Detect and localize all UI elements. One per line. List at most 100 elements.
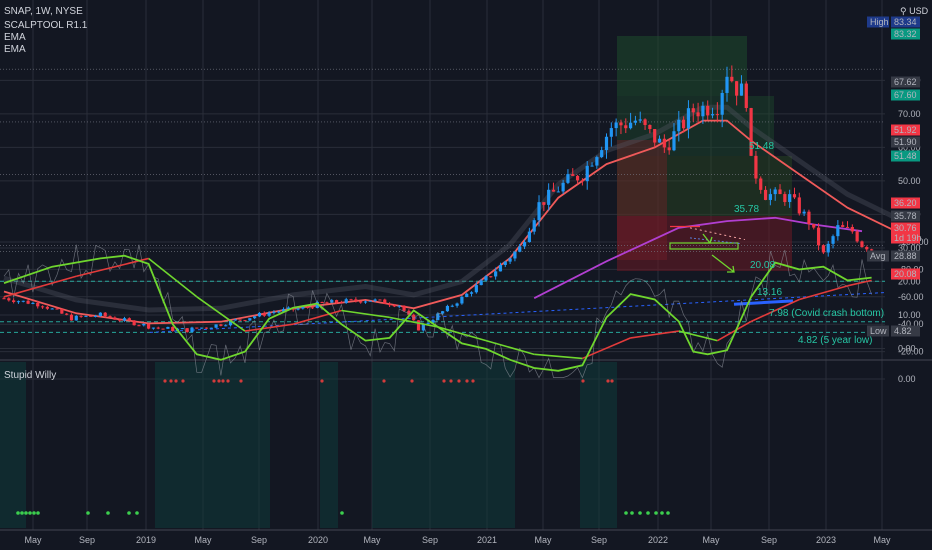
candle-body bbox=[26, 300, 30, 304]
price-badge-bg bbox=[891, 150, 920, 162]
candle-body bbox=[763, 189, 768, 200]
price-tick-label: 30.00 bbox=[898, 243, 921, 253]
price-badge-bg bbox=[891, 76, 920, 88]
osc-fast-line bbox=[3, 254, 872, 372]
candle-body bbox=[522, 242, 527, 247]
candle-body bbox=[65, 313, 69, 315]
candle-body bbox=[40, 306, 45, 308]
price-badge-bg bbox=[891, 210, 920, 222]
price-tick-label: 10.00 bbox=[898, 310, 921, 320]
candle-body bbox=[841, 225, 845, 227]
candle-body bbox=[870, 249, 874, 251]
time-tick-label: 2021 bbox=[477, 535, 497, 545]
price-badge-countdown: 1d 19h bbox=[894, 233, 922, 243]
candle-body bbox=[542, 202, 546, 205]
candle-body bbox=[142, 323, 146, 326]
annotation-label: 13.16 bbox=[757, 287, 782, 298]
legend-indicator-ema-1[interactable]: EMA bbox=[4, 32, 26, 43]
price-badge-value: 4.82 bbox=[894, 326, 912, 336]
time-axis: May Sep 2019 May Sep 2020 May Sep 2021 May Sep 2022… bbox=[24, 535, 891, 545]
candle-body bbox=[200, 327, 204, 329]
candle-body bbox=[219, 324, 223, 326]
legend-oscillator[interactable]: Stupid Willy bbox=[4, 370, 57, 381]
candle-body bbox=[566, 174, 570, 183]
candle-body bbox=[60, 309, 64, 314]
candle-body bbox=[831, 236, 835, 244]
candle-body bbox=[378, 299, 382, 301]
candle-body bbox=[643, 119, 647, 126]
osc-background-bands bbox=[0, 362, 617, 528]
candle-body bbox=[494, 271, 498, 277]
osc-slow-segment bbox=[678, 330, 718, 342]
candle-body bbox=[672, 131, 676, 151]
price-badge-bg bbox=[891, 124, 920, 136]
candle-body bbox=[416, 320, 421, 331]
osc-slow-segment bbox=[799, 285, 848, 301]
osc-overbought-dot bbox=[581, 379, 585, 383]
candle-body bbox=[518, 246, 522, 252]
candle-body bbox=[860, 241, 864, 247]
ema-fast-projection bbox=[689, 227, 746, 241]
osc-slow-segment bbox=[750, 298, 800, 323]
settings-icon[interactable]: ⚲ bbox=[900, 6, 907, 16]
candle-body bbox=[368, 300, 372, 302]
candle-body bbox=[657, 138, 662, 143]
candle-body bbox=[383, 299, 387, 304]
target-zone-3 bbox=[617, 156, 792, 216]
price-badge-bg bbox=[891, 89, 920, 101]
candle-body bbox=[296, 308, 300, 310]
candle-body bbox=[759, 178, 763, 190]
osc-band bbox=[580, 362, 617, 528]
osc-overbought-dot bbox=[226, 379, 230, 383]
osc-signal-dot bbox=[20, 511, 24, 515]
osc-overbought-dot bbox=[410, 379, 414, 383]
candle-body bbox=[436, 313, 440, 321]
candle-body bbox=[16, 301, 21, 303]
osc-signal-dot bbox=[28, 511, 32, 515]
osc-slow-segment bbox=[292, 309, 342, 325]
candle-body bbox=[306, 307, 310, 309]
legend-indicator-scalptool[interactable]: SCALPTOOL R1.1 bbox=[4, 20, 88, 31]
candle-body bbox=[301, 307, 305, 309]
candle-body bbox=[277, 311, 281, 313]
candle-body bbox=[710, 114, 715, 116]
annotation-label: 51.48 bbox=[749, 141, 774, 152]
osc-signal-dot bbox=[86, 511, 90, 515]
candle-body bbox=[783, 194, 787, 203]
time-tick-label: 2022 bbox=[648, 535, 668, 545]
candle-body bbox=[257, 312, 262, 317]
candle-body bbox=[272, 311, 276, 313]
price-tick-label: 20.00 bbox=[898, 276, 921, 286]
candle-body bbox=[551, 189, 556, 192]
candle-body bbox=[450, 305, 454, 307]
candle-body bbox=[147, 323, 151, 329]
candle-body bbox=[334, 300, 339, 303]
price-badge-value: 20.08 bbox=[894, 269, 917, 279]
price-badge-value: 36.20 bbox=[894, 198, 917, 208]
osc-slow-segment bbox=[389, 316, 438, 328]
trade-zones bbox=[617, 36, 792, 271]
candle-body bbox=[503, 261, 507, 265]
candle-body bbox=[431, 320, 435, 323]
candle-body bbox=[465, 293, 469, 297]
candle-body bbox=[36, 302, 40, 307]
annotation-label: 4.82 (5 year low) bbox=[798, 335, 872, 346]
candle-body bbox=[190, 327, 194, 333]
candle-body bbox=[248, 318, 252, 321]
osc-signal-dot bbox=[24, 511, 28, 515]
legend-indicator-ema-2[interactable]: EMA bbox=[4, 44, 26, 55]
price-axis: 80.0070.0060.0050.0040.0030.0020.0010.00… bbox=[867, 16, 929, 384]
candle-body bbox=[580, 180, 584, 182]
time-tick-label: May bbox=[873, 535, 891, 545]
osc-slow-segment bbox=[148, 257, 198, 298]
time-tick-label: May bbox=[24, 535, 42, 545]
candle-body bbox=[575, 175, 580, 181]
arrow-down-icon bbox=[702, 233, 713, 244]
price-badge-label: High bbox=[870, 17, 889, 27]
time-tick-label: 2019 bbox=[136, 535, 156, 545]
osc-overbought-dot bbox=[471, 379, 475, 383]
candle-body bbox=[739, 83, 744, 96]
currency-label: ⚲ USD bbox=[900, 6, 928, 17]
candle-body bbox=[195, 327, 199, 329]
